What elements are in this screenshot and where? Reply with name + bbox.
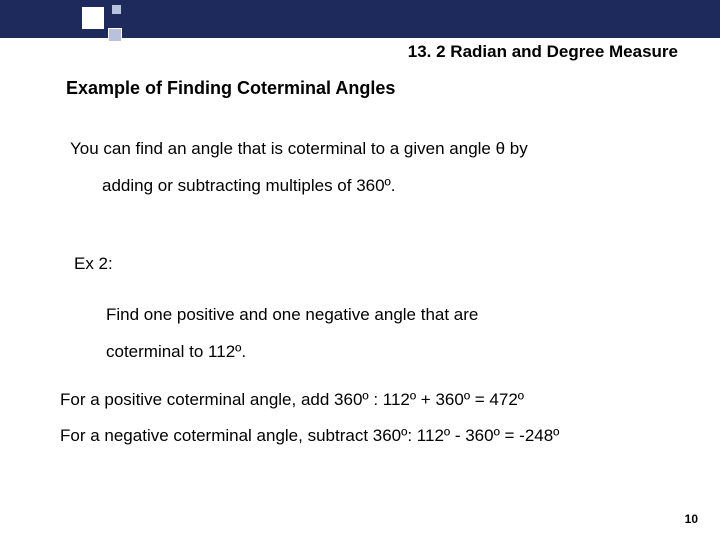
- decor-square-medium: [108, 28, 122, 42]
- section-title: 13. 2 Radian and Degree Measure: [408, 42, 678, 62]
- title-bar: [0, 0, 720, 38]
- intro-line-2: adding or subtracting multiples of 360º.: [70, 167, 660, 204]
- slide-heading: Example of Finding Coterminal Angles: [66, 78, 395, 99]
- slide: 13. 2 Radian and Degree Measure Example …: [0, 0, 720, 540]
- intro-line-1: You can find an angle that is coterminal…: [70, 139, 528, 158]
- example-line-2: coterminal to 112º.: [106, 342, 246, 361]
- decor-square-large: [82, 7, 104, 29]
- example-label: Ex 2:: [74, 254, 113, 274]
- solution-negative: For a negative coterminal angle, subtrac…: [60, 426, 690, 446]
- decor-square-small: [112, 5, 121, 14]
- example-prompt: Find one positive and one negative angle…: [106, 296, 660, 371]
- example-line-1: Find one positive and one negative angle…: [106, 305, 478, 324]
- intro-text: You can find an angle that is coterminal…: [70, 130, 660, 205]
- solution-positive: For a positive coterminal angle, add 360…: [60, 390, 680, 410]
- page-number: 10: [685, 512, 698, 526]
